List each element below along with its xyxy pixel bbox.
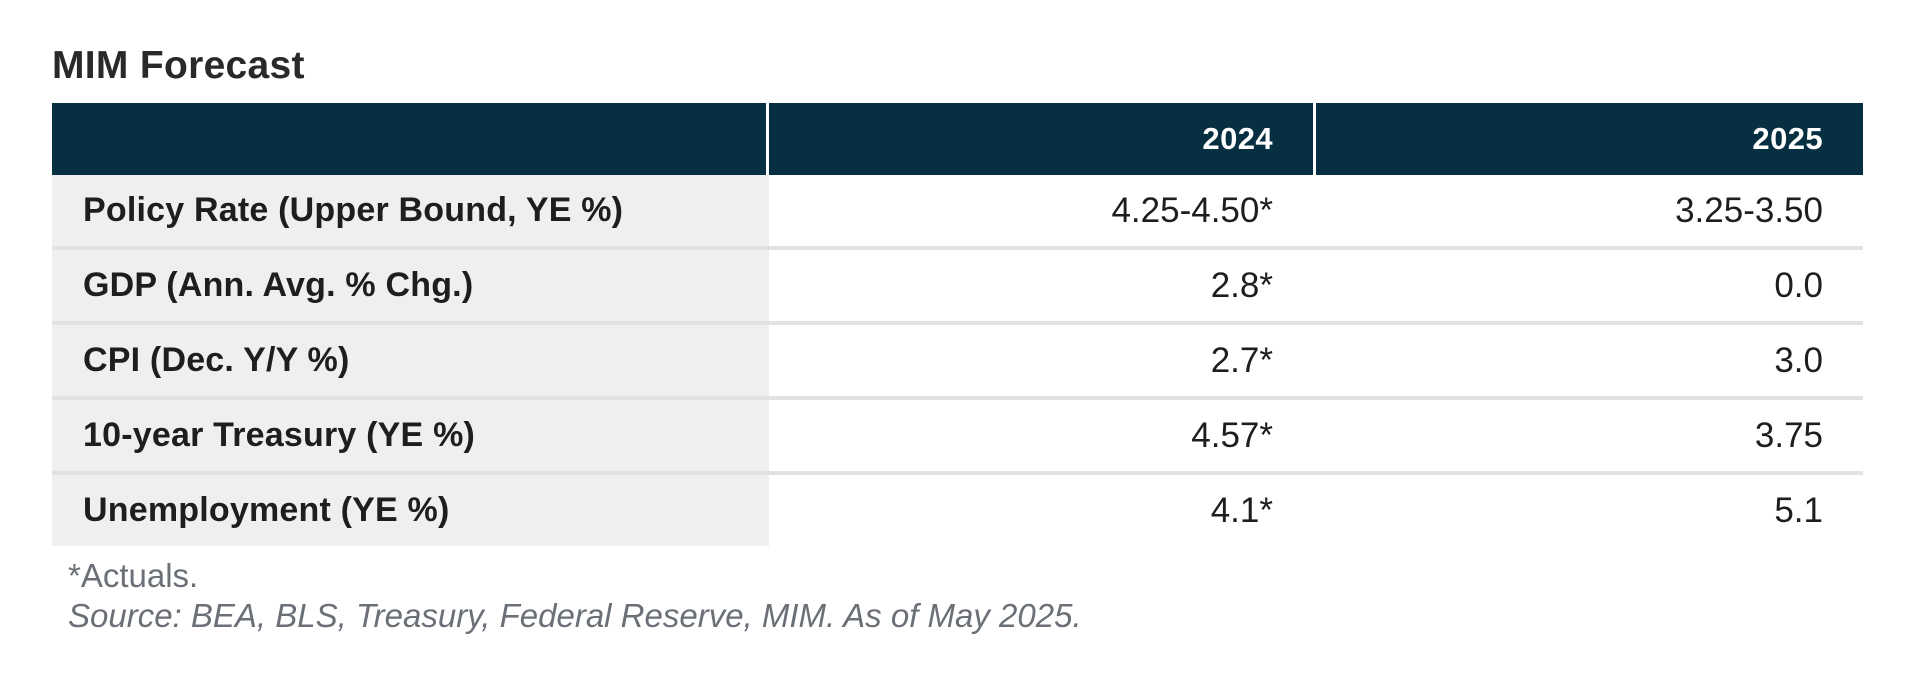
value-2025: 5.1 [1313,475,1863,546]
source-footnote: Source: BEA, BLS, Treasury, Federal Rese… [68,597,1082,634]
value-2025: 3.75 [1313,400,1863,471]
table-header-row: 2024 2025 [52,103,1863,175]
row-label: 10-year Treasury (YE %) [52,400,769,471]
value-2025: 3.0 [1313,325,1863,396]
value-2024: 2.7* [769,325,1313,396]
row-label: Unemployment (YE %) [52,475,769,546]
value-2024: 4.57* [769,400,1313,471]
table-row-policy-rate: Policy Rate (Upper Bound, YE %) 4.25-4.5… [52,175,1863,246]
actuals-footnote: *Actuals. [68,557,199,594]
page-title: MIM Forecast [52,44,305,87]
table-row-cpi: CPI (Dec. Y/Y %) 2.7* 3.0 [52,321,1863,396]
row-label: Policy Rate (Upper Bound, YE %) [52,175,769,246]
row-label: GDP (Ann. Avg. % Chg.) [52,250,769,321]
forecast-table: 2024 2025 Policy Rate (Upper Bound, YE %… [52,103,1863,546]
header-column-divider [766,103,769,175]
column-header-2025: 2025 [1752,121,1823,156]
value-2024: 4.1* [769,475,1313,546]
value-2025: 3.25-3.50 [1313,175,1863,246]
row-label: CPI (Dec. Y/Y %) [52,325,769,396]
value-2024: 2.8* [769,250,1313,321]
value-2024: 4.25-4.50* [769,175,1313,246]
table-row-unemployment: Unemployment (YE %) 4.1* 5.1 [52,471,1863,546]
header-empty-cell [52,103,766,175]
column-header-2024: 2024 [1202,121,1273,156]
table-row-10yr-treasury: 10-year Treasury (YE %) 4.57* 3.75 [52,396,1863,471]
value-2025: 0.0 [1313,250,1863,321]
footnotes: *Actuals. Source: BEA, BLS, Treasury, Fe… [68,556,1082,636]
table-row-gdp: GDP (Ann. Avg. % Chg.) 2.8* 0.0 [52,246,1863,321]
header-column-divider [1313,103,1316,175]
